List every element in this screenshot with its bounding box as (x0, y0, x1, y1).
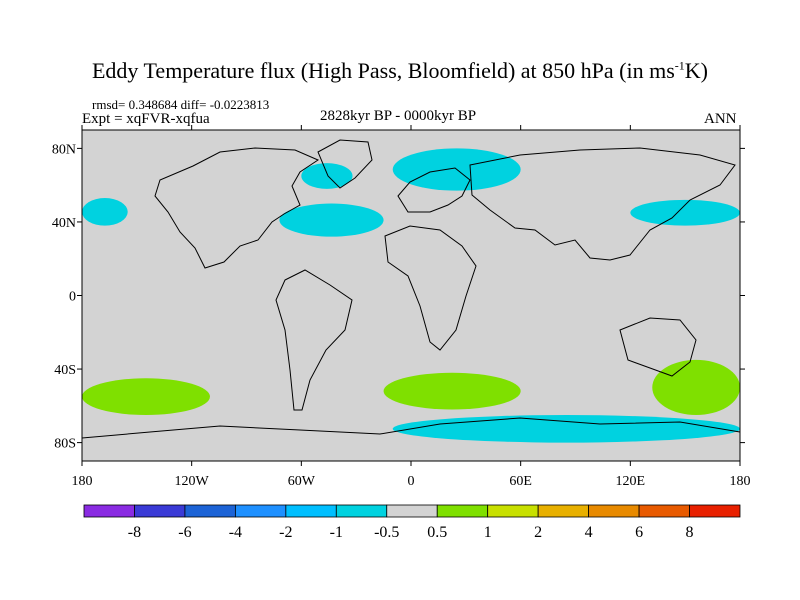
colorbar-swatch (386, 504, 438, 518)
figure-title: Eddy Temperature flux (High Pass, Bloomf… (91, 58, 708, 83)
colorbar-swatch (487, 504, 539, 518)
x-axis: 180 120W 60W 0 60E 120E 180 (72, 125, 751, 489)
region-south-pacific (82, 378, 210, 416)
period-label: 2828kyr BP - 0000kyr BP (320, 108, 477, 124)
x-tick-label: 180 (72, 474, 93, 489)
x-tick-label: 60W (288, 474, 316, 489)
colorbar-swatch (638, 504, 690, 518)
region-south-atlantic-indian (383, 372, 521, 410)
colorbar-label: -4 (229, 524, 242, 541)
region-north-pacific (82, 198, 128, 226)
colorbar-swatch (234, 504, 287, 518)
y-tick-label: 80S (54, 437, 76, 452)
season-label: ANN (704, 111, 737, 127)
colorbar-swatch (537, 504, 590, 518)
colorbar-label: 1 (484, 524, 492, 541)
colorbar-swatch (134, 504, 186, 518)
map-area (82, 130, 740, 461)
region-australia-tasman (652, 359, 740, 416)
colorbar-label: 4 (585, 524, 593, 541)
x-tick-label: 120E (616, 474, 646, 489)
y-tick-label: 0 (69, 290, 76, 305)
colorbar-label: -1 (330, 524, 343, 541)
colorbar-label: 0.5 (427, 524, 447, 541)
colorbar-swatch (335, 504, 388, 518)
region-southern-ocean-antarctic-coast (392, 415, 740, 443)
region-north-atlantic (279, 203, 384, 237)
y-tick-label: 40S (54, 363, 76, 378)
colorbar-label: -6 (178, 524, 191, 541)
colorbar-swatch (285, 504, 337, 518)
experiment-label: Expt = xqFVR-xqfua (82, 111, 210, 127)
colorbar-swatch (83, 504, 135, 518)
colorbar-swatch (588, 504, 640, 518)
colorbar-swatch (689, 504, 741, 518)
x-tick-label: 180 (730, 474, 751, 489)
colorbar-label: 8 (686, 524, 694, 541)
colorbar-label: -2 (279, 524, 292, 541)
coastlines (82, 139, 740, 439)
colorbar: -8 -6 -4 -2 -1 -0.5 0.5 1 2 4 6 8 (83, 504, 741, 541)
x-tick-label: 120W (175, 474, 210, 489)
x-tick-label: 0 (408, 474, 415, 489)
colorbar-label: -0.5 (374, 524, 399, 541)
colorbar-label: -8 (128, 524, 141, 541)
y-tick-label: 40N (52, 216, 76, 231)
y-tick-label: 80N (52, 142, 76, 157)
colorbar-label: 2 (534, 524, 542, 541)
colorbar-label: 6 (635, 524, 643, 541)
colorbar-swatch (436, 504, 489, 518)
y-axis: 80N 40N 0 40S 80S (52, 142, 745, 452)
region-northwest-pacific (630, 199, 740, 226)
colorbar-swatch (184, 504, 236, 518)
rmsd-diff-stats: rmsd= 0.348684 diff= -0.0223813 (92, 97, 270, 112)
x-tick-label: 60E (509, 474, 532, 489)
region-greenland-labrador (301, 163, 353, 189)
